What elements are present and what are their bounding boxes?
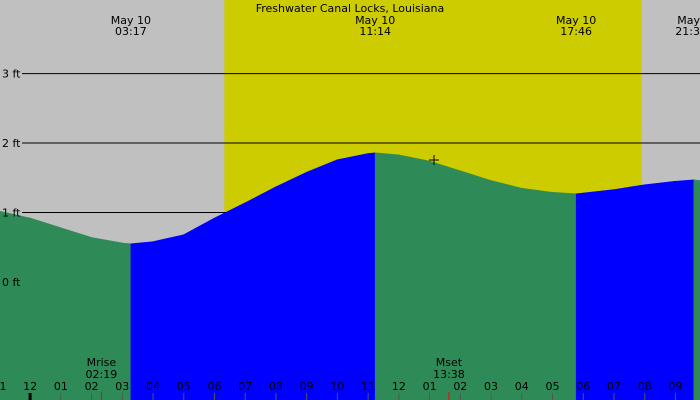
x-tick-label: 12 [392, 380, 406, 393]
tide-area [613, 184, 645, 400]
y-tick-label: 3 ft [2, 68, 21, 81]
event-date: May 10 [556, 14, 596, 27]
x-tick-label: 04 [515, 380, 529, 393]
x-tick-label: 05 [177, 380, 191, 393]
event-time: 03:17 [115, 25, 147, 38]
x-tick-label: 07 [607, 380, 621, 393]
x-tick-label: 11 [361, 380, 375, 393]
event-date: May [677, 14, 700, 27]
tide-area [367, 152, 376, 400]
tide-area [460, 170, 492, 400]
x-tick-label: 05 [546, 380, 560, 393]
tide-area [337, 153, 369, 400]
event-date: May 10 [111, 14, 151, 27]
tide-area [374, 152, 400, 400]
chart-title: Freshwater Canal Locks, Louisiana [256, 2, 445, 15]
event-time: 17:46 [560, 25, 592, 38]
tide-area [552, 192, 577, 400]
x-tick-label: 09 [300, 380, 314, 393]
tide-area [490, 180, 523, 400]
tide-area [398, 154, 430, 400]
tide-area [675, 179, 695, 400]
y-tick-label: 2 ft [2, 137, 21, 150]
tide-area [214, 202, 246, 400]
tide-area [0, 210, 31, 400]
x-tick-label: 01 [423, 380, 437, 393]
x-tick-label: 08 [269, 380, 283, 393]
x-tick-label: 03 [115, 380, 129, 393]
x-tick-label: 08 [638, 380, 652, 393]
tide-area [29, 217, 62, 400]
event-date: May 10 [355, 14, 395, 27]
moon-time: 02:19 [86, 368, 118, 381]
y-tick-label: 0 ft [2, 276, 21, 289]
tide-area [183, 217, 215, 400]
tide-area [122, 242, 132, 400]
x-tick-label: 01 [54, 380, 68, 393]
moon-label: Mrise [87, 356, 117, 369]
x-tick-label: 03 [484, 380, 498, 393]
tide-area [306, 159, 338, 400]
x-tick-label: 02 [453, 380, 467, 393]
event-time: 21:3 [675, 25, 700, 38]
tide-area [521, 187, 553, 400]
x-tick-label: 1 [0, 380, 7, 393]
x-tick-label: 07 [238, 380, 252, 393]
event-time: 11:14 [359, 25, 391, 38]
x-tick-label: 06 [207, 380, 221, 393]
x-tick-label: 04 [146, 380, 160, 393]
x-tick-label: 02 [85, 380, 99, 393]
x-tick-label: 12 [23, 380, 37, 393]
tide-area [244, 186, 277, 400]
tide-area [130, 241, 154, 400]
tide-area [644, 180, 676, 400]
moon-time: 13:38 [433, 368, 465, 381]
tide-area [275, 171, 307, 400]
moon-label: Mset [436, 356, 463, 369]
x-tick-label: 06 [576, 380, 590, 393]
tide-area [582, 189, 615, 400]
x-tick-label: 09 [668, 380, 682, 393]
y-tick-label: 1 ft [2, 207, 21, 220]
x-tick-label: 10 [330, 380, 344, 393]
tide-area [575, 192, 584, 400]
tide-area [693, 179, 700, 400]
cursor [429, 155, 439, 165]
tide-area [152, 234, 185, 400]
